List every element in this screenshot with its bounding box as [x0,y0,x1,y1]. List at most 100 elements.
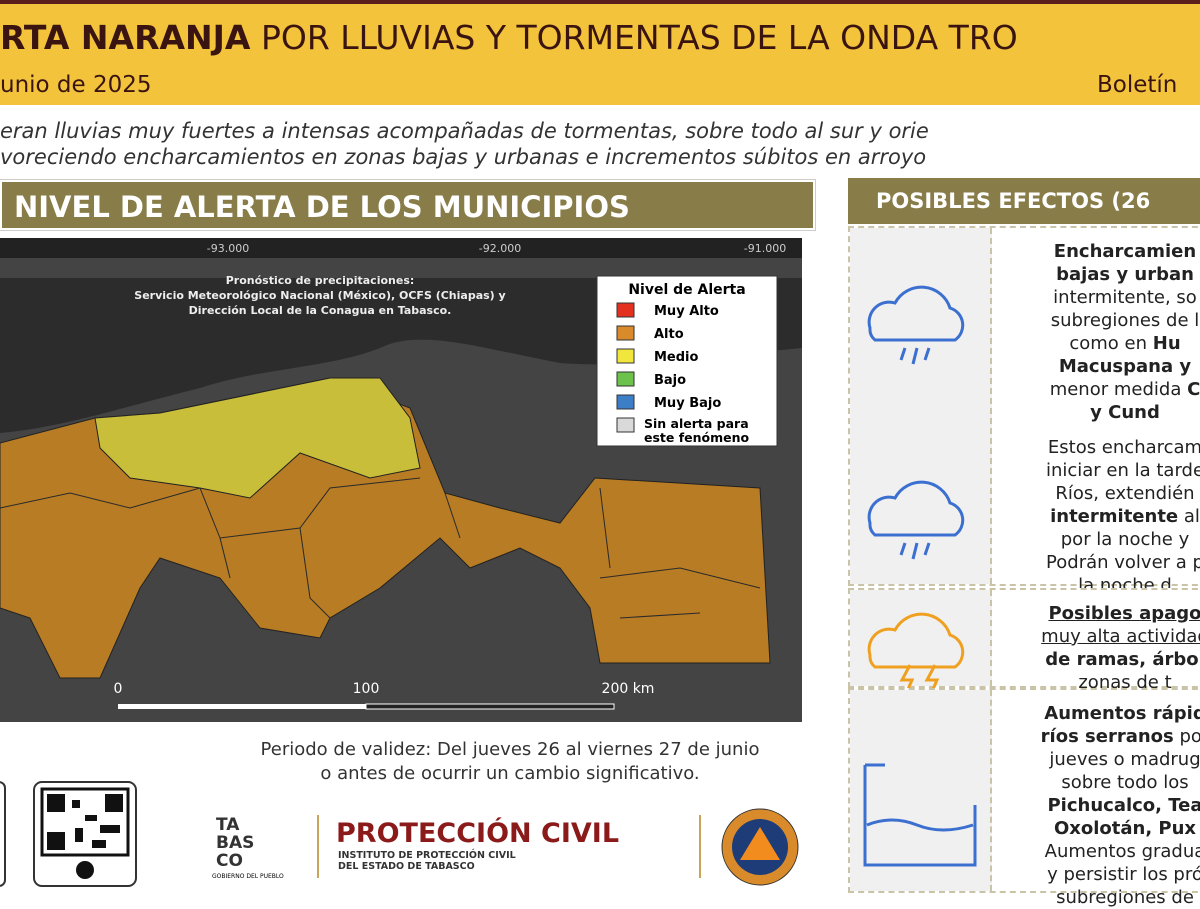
effect-icon [867,612,965,695]
title-rest: POR LLUVIAS Y TORMENTAS DE LA ONDA TRO [260,18,1018,57]
effect-line: subregiones de l [990,309,1200,332]
seal-triangle [740,827,780,860]
map: -93.000 -92.000 -91.000 Pronóstico de prec… [0,238,802,722]
text-line: voreciendo encharcamientos en zonas baja… [0,145,927,169]
bulletin: Boletín [1097,72,1178,98]
effect-segment: Aumentos rápid [1044,703,1200,724]
effect-line: Aumentos gradua [990,840,1200,863]
effect-line: Macuspana y [990,355,1200,378]
agency-sub-line: DEL ESTADO DE TABASCO [338,861,475,872]
effect-segment: jueves o madrug [1049,749,1200,770]
effect-line: Aumentos rápid [990,702,1200,725]
source: Pronóstico de precipitaciones: Servicio M… [134,274,505,317]
effect-line: bajas y urban [990,263,1200,286]
text-line: eran lluvias muy fuertes a intensas acom… [0,119,929,143]
effect-line: intermitente al [990,505,1200,528]
legend-label: Muy Alto [654,304,719,319]
effect-icon [867,285,965,365]
effect-line: y Cund [990,401,1200,424]
state-logo: TABASCO GOBIERNO DEL PUEBLO [212,815,284,880]
text-line: Periodo de validez: Del jueves 26 al vie… [260,739,760,760]
map-frame [0,238,802,258]
effect-line: subregiones de [990,886,1200,909]
legend-swatch [616,371,635,387]
validity: Periodo de validez: Del jueves 26 al vie… [140,738,880,786]
effect-line: Podrán volver a p [990,551,1200,574]
region-medio [94,377,421,499]
date: unio de 2025 [0,72,152,98]
effect-segment: de ramas, árbol [1045,649,1200,670]
effects-title: POSIBLES EFECTOS (26 [848,178,1200,224]
effect-line: Posibles apago [990,602,1200,625]
effect-segment: y persistir los pró [1047,864,1200,885]
effect-segment: Podrán volver a p [1046,552,1200,573]
effect-text: Posibles apago muy alta actividad de ramas… [990,602,1200,694]
scale-label: 100 [353,681,380,697]
effect-line: zonas de t [990,671,1200,694]
state-motto: GOBIERNO DEL PUEBLO [212,873,284,880]
legend-swatch [616,325,635,341]
legend-label: este fenómeno [644,430,750,445]
effect-segment: Aumentos gradua [1044,841,1200,862]
longitudes: -93.000 -92.000 -91.000 [207,242,786,255]
legend-swatch [616,348,635,364]
effect-line: Oxolotán, Pux [990,817,1200,840]
source-line: Servicio Meteorológico Nacional (México)… [134,289,505,302]
effect-line: de ramas, árbol [990,648,1200,671]
effect-segment: por [1179,726,1200,747]
effect-line: Estos encharcam [990,436,1200,459]
effect-line: Pichucalco, Tea [990,794,1200,817]
legend-label: Muy Bajo [654,396,721,411]
state-logo-text: CO [216,851,243,871]
legend-label: Alto [654,327,684,342]
effect-segment: bajas y urban [1056,264,1194,285]
effect-segment: Ríos, extendién [1055,483,1195,504]
icon-column [850,690,992,891]
source-line: Dirección Local de la Conagua en Tabasco… [189,304,452,317]
effect-segment: al [1178,506,1200,527]
effect-line: jueves o madrug [990,748,1200,771]
effect-segment: ríos serranos [1040,726,1174,747]
effect-line: ríos serranos por [990,725,1200,748]
effect-segment: Posibles apago [1048,603,1200,624]
legend-swatch [616,394,635,410]
scale-seg [118,704,366,709]
effect-segment: C [1187,379,1200,400]
effect-segment: intermitente, so [1053,287,1197,308]
effect-line: menor medida C [990,378,1200,401]
effect-line: y persistir los pró [990,863,1200,886]
map-title: NIVEL DE ALERTA DE LOS MUNICIPIOS [0,179,816,231]
effect-line: iniciar en la tarde [990,459,1200,482]
effect-segment: menor medida [1049,379,1188,400]
effect-segment: Estos encharcam [1047,437,1200,458]
scale-seg [365,703,615,710]
state-logo-text: BAS [216,833,254,853]
effect-line: Ríos, extendién [990,482,1200,505]
qr-frame [0,781,6,887]
scale-label: 0 [114,681,123,697]
effect-icon [867,480,965,560]
effect-segment: iniciar en la tarde [1045,460,1200,481]
municipal-borders [0,477,761,619]
qr-code [40,787,130,879]
intro: eran lluvias muy fuertes a intensas acom… [0,118,929,170]
text-line: o antes de ocurrir un cambio significati… [320,763,700,784]
effect-segment: zonas de t [1078,672,1172,693]
scale-bar: 0 100 200 km [114,681,655,710]
effect-segment: subregiones de l [1050,310,1200,331]
scale-label: 200 km [602,681,655,697]
longitude-label: -91.000 [744,242,786,255]
effect-segment: y Cund [1090,402,1160,423]
effect-segment: subregiones de [1056,887,1194,908]
effect-segment: intermitente [1050,506,1179,527]
effect-line: como en Hu [990,332,1200,355]
effect-segment: Hu [1152,333,1181,354]
effect-text: Estos encharcam iniciar en la tarde Ríos, … [990,436,1200,597]
effect-segment: Oxolotán, Pux [1053,818,1197,839]
legend: Nivel de Alerta Muy Alto Alto Medio Bajo Muy … [596,275,778,447]
source-line: Pronóstico de precipitaciones: [226,274,415,287]
